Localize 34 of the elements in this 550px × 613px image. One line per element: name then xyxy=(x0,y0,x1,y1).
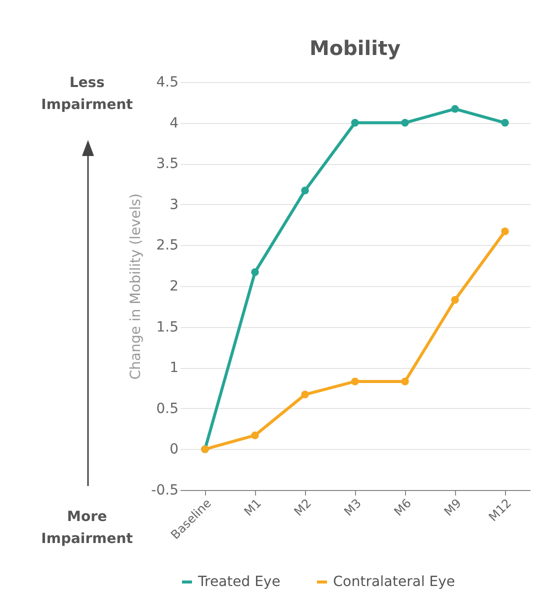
y-axis-title: Change in Mobility (levels) xyxy=(128,193,144,380)
point xyxy=(501,118,509,127)
x-tick-label: M6 xyxy=(391,496,414,519)
point xyxy=(401,378,409,386)
x-tick-label: M2 xyxy=(291,496,314,519)
y-tick-label: 0 xyxy=(170,442,178,458)
legend-label: Treated Eye xyxy=(197,574,280,590)
y-tick-label: 2.5 xyxy=(156,238,178,254)
point xyxy=(351,378,359,386)
point xyxy=(251,431,259,440)
point xyxy=(351,118,359,127)
y-tick-label: 2 xyxy=(170,278,178,294)
point xyxy=(451,105,459,113)
y-tick-label: 4.5 xyxy=(156,74,178,90)
y-tick-label: 0.5 xyxy=(156,400,178,417)
x-tick-label: M1 xyxy=(241,496,264,519)
y-tick-label: 3.5 xyxy=(156,156,178,172)
x-tick-label: M3 xyxy=(341,496,364,519)
x-tick-label: M9 xyxy=(441,496,464,519)
legend-label: Contralateral Eye xyxy=(333,574,456,590)
y-tick-label: 3 xyxy=(170,196,178,213)
point xyxy=(251,268,259,276)
text: More Impairment xyxy=(40,508,134,549)
y-tick-label: 4 xyxy=(170,115,179,132)
point xyxy=(301,186,309,194)
point xyxy=(451,296,459,304)
y-tick-label: 1.5 xyxy=(156,319,178,336)
text: Less Impairment xyxy=(40,74,134,115)
point xyxy=(501,227,509,236)
y-tick-label: 1 xyxy=(170,360,178,376)
point xyxy=(301,390,309,398)
y-tick-label: -0.5 xyxy=(151,482,178,498)
chart-title: Mobility xyxy=(309,36,401,60)
point xyxy=(401,118,409,127)
